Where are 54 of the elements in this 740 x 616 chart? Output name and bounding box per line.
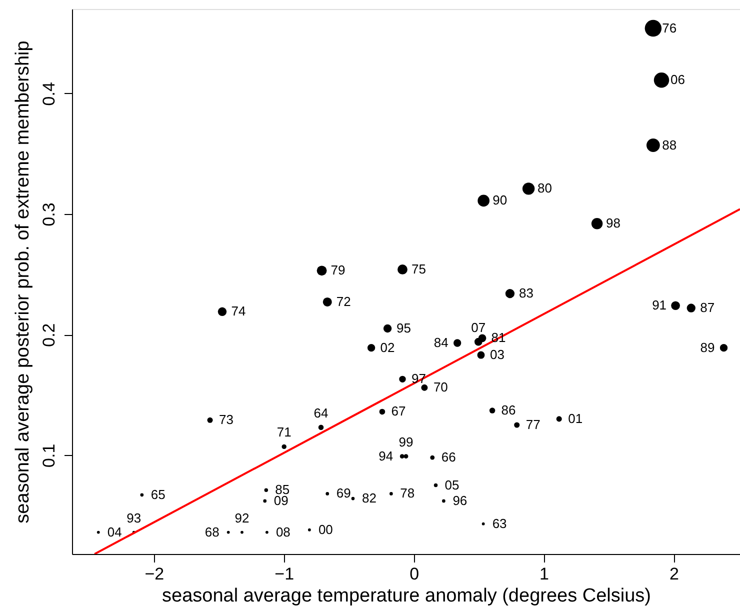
annotation: 74 <box>231 304 246 319</box>
annotation: 93 <box>126 510 142 526</box>
annotation: 76 <box>662 20 677 36</box>
annotation: 88 <box>662 137 677 152</box>
annotation: 89 <box>700 340 715 355</box>
annotation: 66 <box>441 450 456 465</box>
annotation: 79 <box>330 262 346 278</box>
annotation: 08 <box>276 524 290 540</box>
annotation: 70 <box>433 380 448 395</box>
annotation: 71 <box>276 424 292 440</box>
annotation: 68 <box>204 524 220 540</box>
y-tick-label: 0.3 <box>40 202 58 226</box>
x-tick-label: 1 <box>540 564 549 584</box>
annotation: 02 <box>380 340 395 355</box>
annotation: 63 <box>492 516 507 531</box>
annotation: 99 <box>398 434 414 450</box>
annotation: 84 <box>434 334 448 350</box>
annotation: 72 <box>336 294 351 309</box>
annotation: 98 <box>606 216 621 231</box>
annotation: 82 <box>362 490 376 506</box>
annotation: 05 <box>444 477 460 492</box>
annotation: 90 <box>492 192 508 208</box>
annotation: 80 <box>538 180 552 196</box>
annotation: 91 <box>652 298 667 313</box>
x-axis-title: seasonal average temperature anomaly (degrees Celsius) <box>162 586 651 606</box>
annotation: 92 <box>234 510 250 526</box>
annotation: 69 <box>336 486 351 501</box>
annotation: 04 <box>107 524 122 540</box>
annotation: 00 <box>318 522 333 537</box>
annotation: 87 <box>700 300 715 316</box>
annotation: 78 <box>400 486 415 501</box>
annotation: 95 <box>396 320 412 336</box>
y-tick-label: 0.1 <box>40 444 58 468</box>
annotation: 73 <box>219 412 234 428</box>
x-tick-label: 2 <box>669 564 679 584</box>
annotation: 07 <box>471 320 486 335</box>
annotation: 77 <box>526 416 540 432</box>
annotation: 83 <box>518 286 534 301</box>
x-tick-label: 0 <box>410 564 420 584</box>
x-tick-label: −1 <box>274 564 294 584</box>
annotation: 65 <box>150 486 166 502</box>
annotation: 96 <box>452 492 468 508</box>
x-tick-label: −2 <box>144 564 164 584</box>
annotation: 06 <box>670 72 685 88</box>
annotation: 67 <box>391 404 406 419</box>
y-tick-label: 0.4 <box>40 82 58 106</box>
annotation: 75 <box>411 261 426 276</box>
annotation: 94 <box>378 448 394 464</box>
annotation: 86 <box>501 402 516 418</box>
y-axis-title: seasonal average posterior prob. of extreme membership <box>12 40 34 524</box>
annotation: 01 <box>568 410 583 426</box>
y-tick-label: 0.2 <box>40 323 58 347</box>
annotation: 64 <box>314 405 328 420</box>
annotation: 03 <box>490 347 504 362</box>
